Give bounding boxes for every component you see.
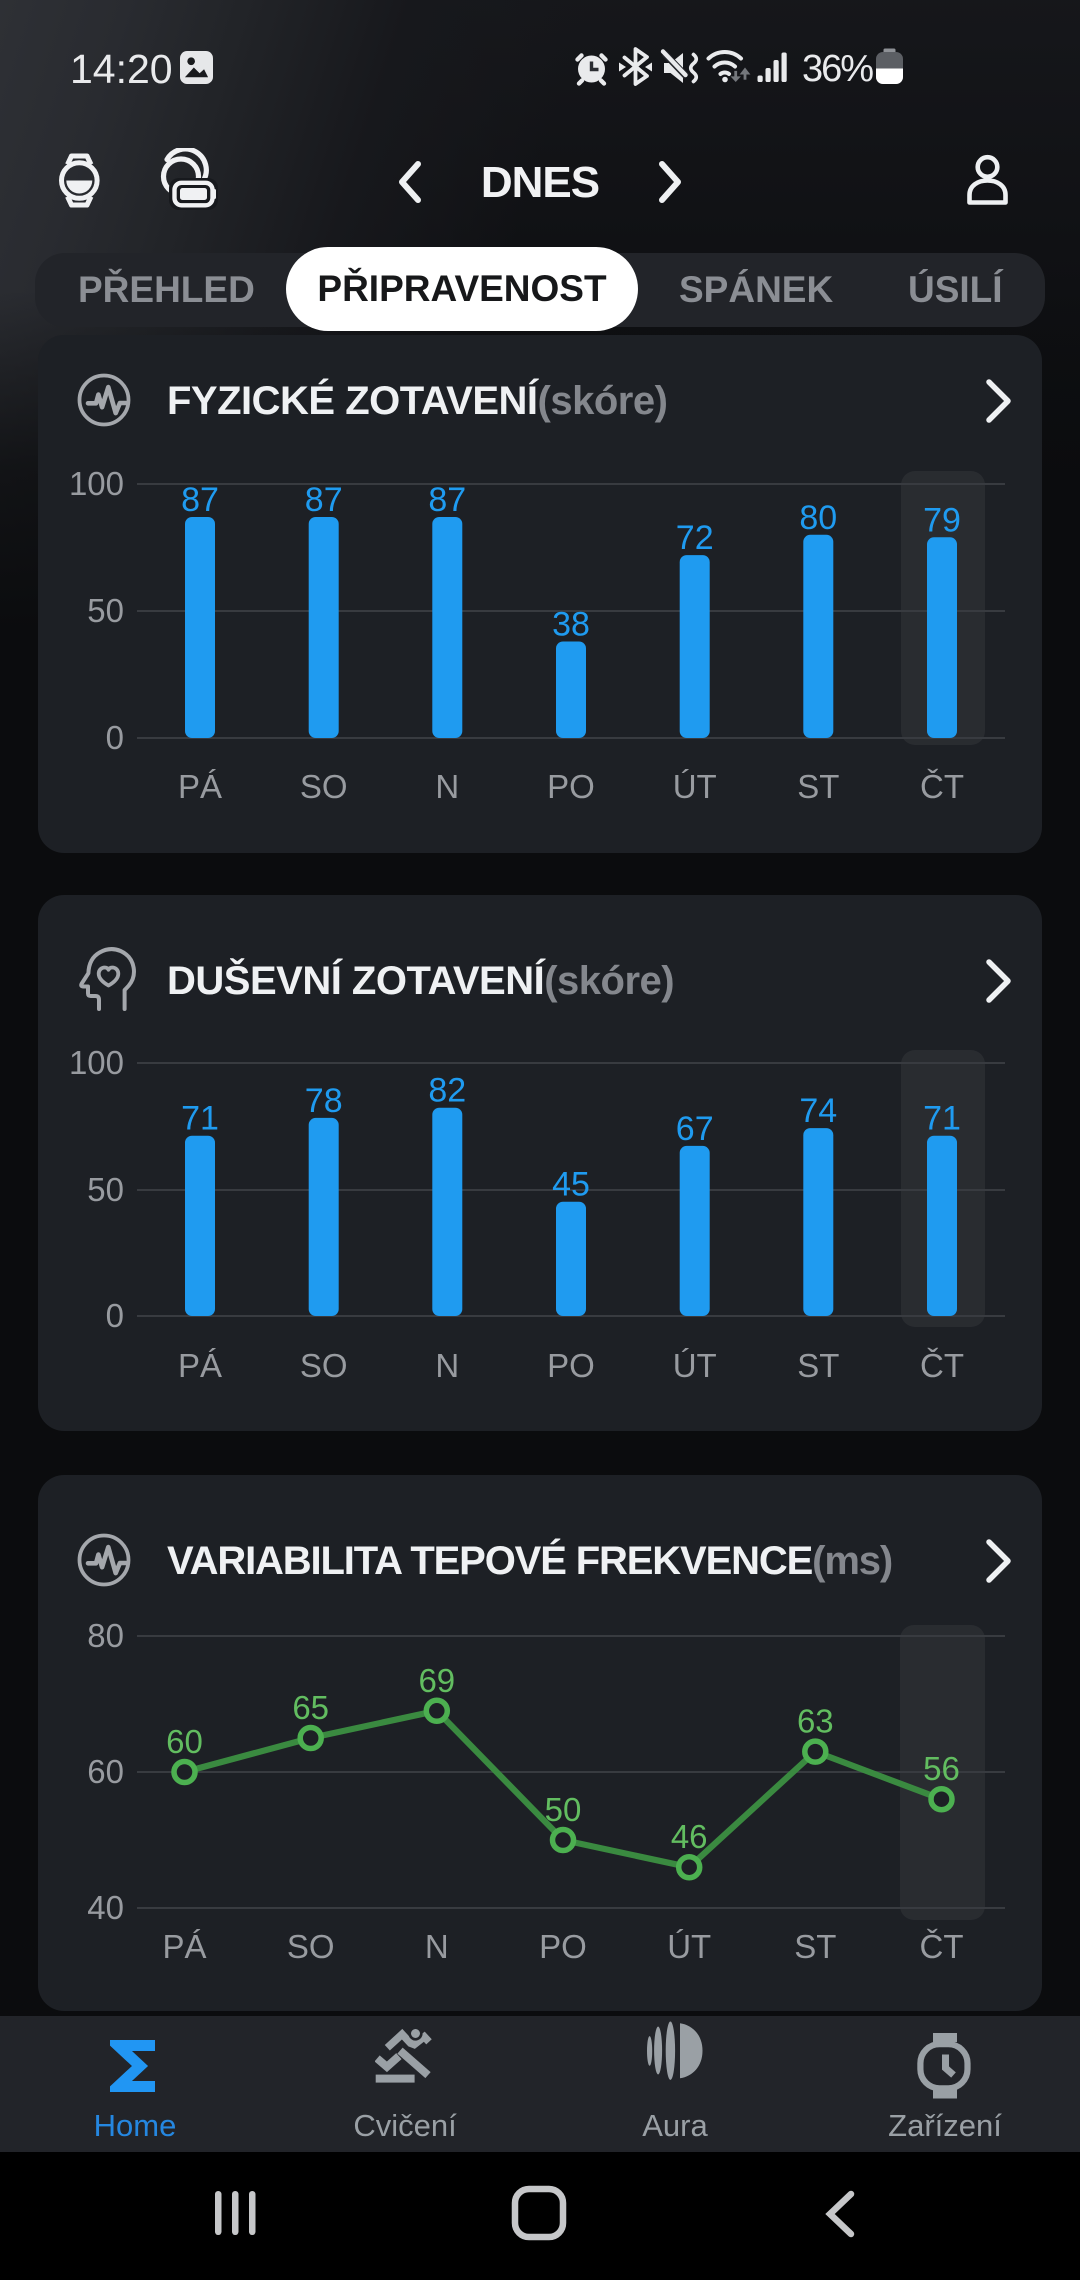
svg-text:45: 45 (552, 1166, 590, 1204)
svg-text:71: 71 (181, 1100, 219, 1138)
svg-text:PÁ: PÁ (178, 768, 222, 805)
svg-text:ÚT: ÚT (667, 1928, 711, 1965)
svg-text:56: 56 (923, 1750, 960, 1787)
svg-text:60: 60 (166, 1723, 203, 1760)
svg-text:ČT: ČT (920, 1347, 964, 1384)
svg-text:0: 0 (106, 1297, 124, 1334)
svg-text:80: 80 (799, 499, 837, 537)
svg-text:ST: ST (797, 1347, 839, 1384)
svg-text:SO: SO (300, 1347, 348, 1384)
svg-text:78: 78 (305, 1082, 343, 1120)
svg-text:PO: PO (547, 768, 595, 805)
svg-text:82: 82 (428, 1072, 466, 1110)
svg-text:SO: SO (300, 768, 348, 805)
svg-text:46: 46 (671, 1818, 708, 1855)
svg-text:N: N (435, 1347, 459, 1384)
svg-text:67: 67 (676, 1110, 714, 1148)
svg-text:72: 72 (676, 519, 714, 557)
svg-text:PÁ: PÁ (178, 1347, 222, 1384)
svg-text:ST: ST (794, 1928, 836, 1965)
svg-text:87: 87 (428, 481, 466, 519)
svg-text:ČT: ČT (920, 768, 964, 805)
svg-text:SO: SO (287, 1928, 335, 1965)
svg-text:PO: PO (539, 1928, 587, 1965)
svg-text:50: 50 (87, 1171, 124, 1208)
svg-text:80: 80 (87, 1617, 124, 1654)
svg-text:ÚT: ÚT (673, 1347, 717, 1384)
svg-text:87: 87 (305, 481, 343, 519)
svg-text:0: 0 (106, 719, 124, 756)
svg-text:100: 100 (69, 465, 124, 502)
svg-text:N: N (425, 1928, 449, 1965)
svg-text:38: 38 (552, 606, 590, 644)
svg-text:ČT: ČT (920, 1928, 964, 1965)
svg-text:71: 71 (923, 1100, 961, 1138)
svg-text:ÚT: ÚT (673, 768, 717, 805)
svg-text:63: 63 (797, 1703, 834, 1740)
svg-text:79: 79 (923, 501, 961, 539)
svg-text:100: 100 (69, 1044, 124, 1081)
svg-text:PÁ: PÁ (162, 1928, 206, 1965)
svg-text:PO: PO (547, 1347, 595, 1384)
svg-text:69: 69 (418, 1662, 455, 1699)
svg-text:87: 87 (181, 481, 219, 519)
svg-text:40: 40 (87, 1889, 124, 1926)
svg-text:65: 65 (292, 1689, 329, 1726)
svg-text:ST: ST (797, 768, 839, 805)
svg-text:50: 50 (545, 1791, 582, 1828)
svg-text:74: 74 (799, 1092, 837, 1130)
svg-text:50: 50 (87, 592, 124, 629)
svg-text:N: N (435, 768, 459, 805)
svg-text:60: 60 (87, 1753, 124, 1790)
